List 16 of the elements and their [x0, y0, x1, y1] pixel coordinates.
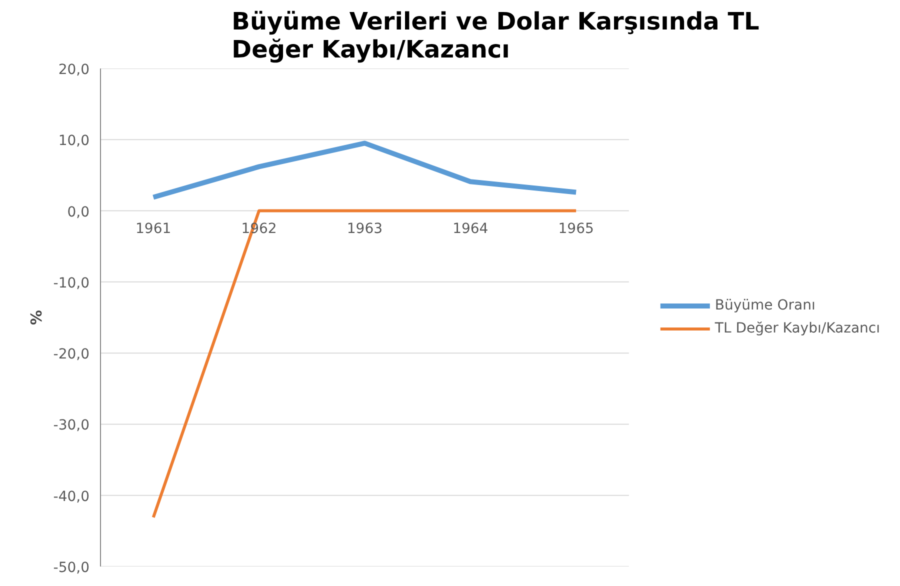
y-tick-label: 20,0	[58, 62, 90, 78]
legend-label: Büyüme Oranı	[714, 298, 816, 314]
y-axis-title: %	[27, 310, 46, 326]
x-tick-label: 1965	[558, 220, 594, 237]
x-tick-label: 1963	[346, 220, 383, 237]
y-tick-label: -30,0	[53, 418, 90, 434]
legend-label: TL Değer Kaybı/Kazancı	[714, 320, 880, 336]
chart-title: Büyüme Verileri ve Dolar Karşısında TL Değer Kaybı/Kazancı	[232, 8, 760, 64]
x-tick-label: 1964	[452, 220, 488, 237]
y-tick-label: -50,0	[53, 560, 90, 576]
y-tick-label: 10,0	[58, 133, 90, 150]
x-tick-label: 1961	[136, 220, 172, 237]
y-tick-label: 0,0	[67, 204, 90, 220]
y-tick-label: -40,0	[53, 488, 90, 505]
y-tick-label: -10,0	[53, 275, 90, 292]
y-tick-label: -20,0	[53, 346, 90, 363]
